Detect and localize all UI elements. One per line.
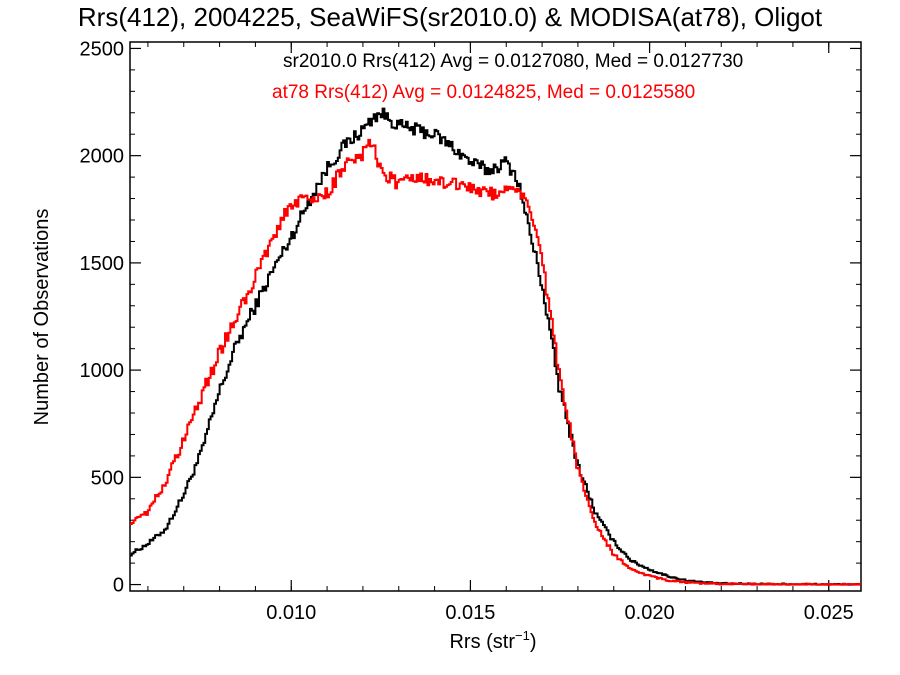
y-axis-label: Number of Observations: [31, 209, 53, 426]
y-tick-label: 2000: [80, 146, 125, 168]
annotation-sr2010: sr2010.0 Rrs(412) Avg = 0.0127080, Med =…: [283, 51, 743, 72]
x-tick-label: 0.015: [445, 602, 495, 624]
series-at78-line: [130, 138, 861, 586]
y-tick-label: 500: [91, 467, 124, 489]
x-axis-label-sup: −1: [515, 628, 530, 643]
y-tick-label: 2500: [80, 38, 125, 60]
series-lines: [130, 107, 861, 586]
x-tick-label: 0.020: [625, 602, 675, 624]
y-tick-label: 0: [113, 575, 124, 597]
chart-title: Rrs(412), 2004225, SeaWiFS(sr2010.0) & M…: [78, 2, 823, 32]
annotation-at78: at78 Rrs(412) Avg = 0.0124825, Med = 0.0…: [272, 82, 695, 103]
y-tick-label: 1500: [80, 253, 125, 275]
y-tick-label: 1000: [80, 360, 125, 382]
x-tick-label: 0.025: [804, 602, 854, 624]
x-axis-label-main: Rrs (str: [449, 631, 515, 653]
x-axis-label: Rrs (str−1): [449, 628, 536, 653]
plot-area: [129, 41, 862, 592]
axis-ticks: 0.010 0.015 0.020 0.025 0 500 1000 1500 2000 2500: [80, 38, 861, 624]
x-tick-label: 0.010: [266, 602, 316, 624]
series-sr2010-line: [130, 107, 861, 586]
x-axis-label-close: ): [530, 631, 537, 653]
plot-frame: [129, 41, 862, 592]
